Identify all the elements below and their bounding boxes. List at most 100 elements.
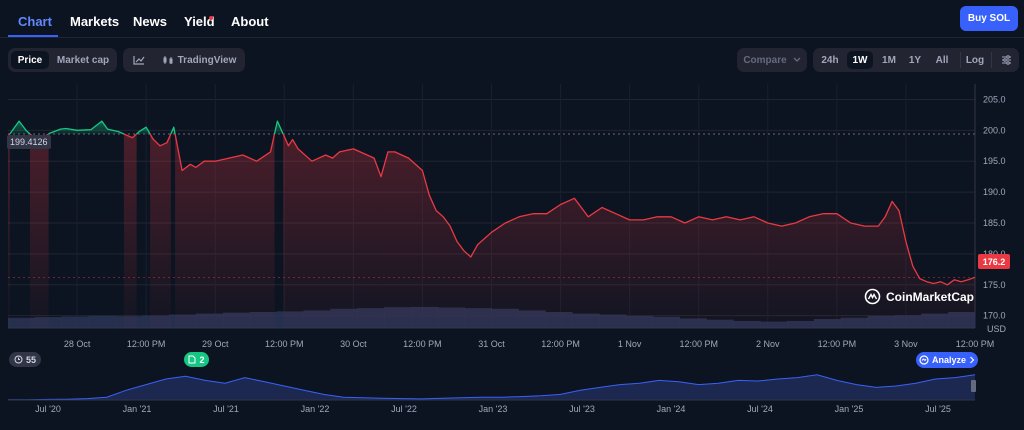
x-tick-label: 31 Oct <box>478 339 505 349</box>
price-area-down <box>8 134 10 328</box>
overview-x-label: Jul '25 <box>925 404 951 414</box>
y-unit-label: USD <box>987 324 1007 334</box>
range-1y[interactable]: 1Y <box>908 54 922 66</box>
price-area-up <box>274 121 284 134</box>
chart-settings-button[interactable] <box>995 51 1017 69</box>
x-tick-label: 12:00 PM <box>127 339 166 349</box>
line-chart-button[interactable] <box>126 51 152 69</box>
chart-style-toggle: TradingView <box>123 48 245 72</box>
price-area-up <box>9 121 31 134</box>
log-divider <box>991 52 992 68</box>
x-tick-label: 2 Nov <box>756 339 780 349</box>
x-tick-label: 3 Nov <box>894 339 918 349</box>
overview-x-axis: Jul '20 Jan '21 Jul '21 Jan '22 Jul '22 Jan '… <box>35 404 951 414</box>
range-selector: 24h 1W 1M 1Y All Log <box>813 48 1019 72</box>
y-tick-label: 180.0 <box>983 249 1006 259</box>
range-all[interactable]: All <box>935 54 949 66</box>
compare-label: Compare <box>743 54 787 66</box>
overview-svg: Jul '20 Jan '21 Jul '21 Jan '22 Jul '22 Jan '… <box>8 374 976 414</box>
chevron-right-icon <box>970 356 975 364</box>
yield-new-dot <box>209 16 213 20</box>
price-button[interactable]: Price <box>11 51 49 69</box>
y-tick-label: 185.0 <box>983 218 1006 228</box>
watermark-text: CoinMarketCap <box>886 289 975 304</box>
y-axis: 205.0 200.0 195.0 190.0 185.0 180.0 175.0 170.0… <box>983 94 1007 334</box>
range-1m[interactable]: 1M <box>882 54 896 66</box>
y-tick-label: 175.0 <box>983 280 1006 290</box>
overview-line <box>8 374 976 401</box>
range-24h[interactable]: 24h <box>821 54 839 66</box>
price-area-down <box>283 134 976 328</box>
document-icon <box>188 355 196 364</box>
overview-navigator[interactable]: Jul '20 Jan '21 Jul '21 Jan '22 Jul '22 Jan '… <box>0 370 1024 425</box>
log-scale-button[interactable]: Log <box>965 54 985 66</box>
y-tick-label: 170.0 <box>983 311 1006 321</box>
price-area-down <box>150 134 171 328</box>
notes-badge[interactable]: 2 <box>184 352 209 367</box>
analyze-icon <box>919 355 929 365</box>
active-tab-indicator <box>8 35 58 37</box>
notes-count: 2 <box>199 354 205 365</box>
overview-x-label: Jan '21 <box>123 404 152 414</box>
price-area-up <box>48 121 124 134</box>
price-line-up <box>136 126 151 135</box>
x-tick-label: 29 Oct <box>202 339 229 349</box>
nav-divider <box>0 37 1024 38</box>
history-icon <box>14 355 23 364</box>
overview-x-label: Jan '24 <box>657 404 686 414</box>
tab-about[interactable]: About <box>231 14 269 29</box>
x-tick-label: 12:00 PM <box>956 339 995 349</box>
overview-handle <box>971 380 976 392</box>
analyze-button[interactable]: Analyze <box>916 352 978 368</box>
overview-x-label: Jan '25 <box>835 404 864 414</box>
price-area-down <box>30 134 49 328</box>
overview-x-label: Jul '20 <box>35 404 61 414</box>
range-1w[interactable]: 1W <box>847 51 873 69</box>
history-count: 55 <box>25 354 36 365</box>
buy-button[interactable]: Buy SOL <box>960 6 1018 31</box>
price-chart[interactable]: 205.0 200.0 195.0 190.0 185.0 180.0 175.0 170.0… <box>0 78 1024 350</box>
coinmarketcap-logo-icon <box>864 288 881 305</box>
y-tick-label: 200.0 <box>983 125 1006 135</box>
top-nav: Chart Markets News Yield About Buy SOL <box>0 0 1024 38</box>
tab-yield[interactable]: Yield <box>184 14 215 29</box>
x-tick-label: 12:00 PM <box>403 339 442 349</box>
price-area-down <box>175 134 275 328</box>
price-area-down <box>123 134 137 328</box>
x-tick-label: 12:00 PM <box>541 339 580 349</box>
overview-x-label: Jul '24 <box>747 404 773 414</box>
overview-fill <box>8 374 975 400</box>
tradingview-icon <box>163 56 173 64</box>
tab-chart[interactable]: Chart <box>18 14 52 29</box>
price-line-down <box>149 133 172 147</box>
price-chart-svg: 205.0 200.0 195.0 190.0 185.0 180.0 175.0 170.0… <box>7 84 1007 349</box>
volume-bar <box>8 317 36 328</box>
tab-markets[interactable]: Markets <box>70 14 120 29</box>
x-tick-label: 30 Oct <box>340 339 367 349</box>
price-line-down <box>282 133 976 286</box>
overview-x-label: Jan '23 <box>479 404 508 414</box>
history-badge[interactable]: 55 <box>9 352 41 367</box>
coinmarketcap-watermark: CoinMarketCap <box>864 288 974 305</box>
overview-x-label: Jan '22 <box>301 404 330 414</box>
price-mode-toggle: Price Market cap <box>8 48 117 72</box>
price-line-up <box>170 126 176 135</box>
chevron-down-icon <box>793 57 801 62</box>
overview-x-label: Jul '23 <box>569 404 595 414</box>
analyze-label: Analyze <box>931 355 966 365</box>
last-price-label: 176.2 <box>978 254 1010 269</box>
price-area-fill <box>8 121 976 328</box>
x-axis: 28 Oct 12:00 PM 29 Oct 12:00 PM 30 Oct 12:00 … <box>64 339 994 349</box>
tab-news[interactable]: News <box>133 14 167 29</box>
market-cap-button[interactable]: Market cap <box>56 54 110 66</box>
tradingview-label: TradingView <box>177 54 237 66</box>
x-tick-label: 12:00 PM <box>818 339 857 349</box>
compare-dropdown[interactable]: Compare <box>737 48 807 72</box>
sliders-icon <box>1001 55 1011 65</box>
y-tick-label: 205.0 <box>983 94 1006 104</box>
overview-x-label: Jul '21 <box>213 404 239 414</box>
volume-bar <box>88 315 116 328</box>
price-line <box>7 120 976 286</box>
tradingview-button[interactable]: TradingView <box>157 51 241 69</box>
price-line-up <box>9 120 31 135</box>
